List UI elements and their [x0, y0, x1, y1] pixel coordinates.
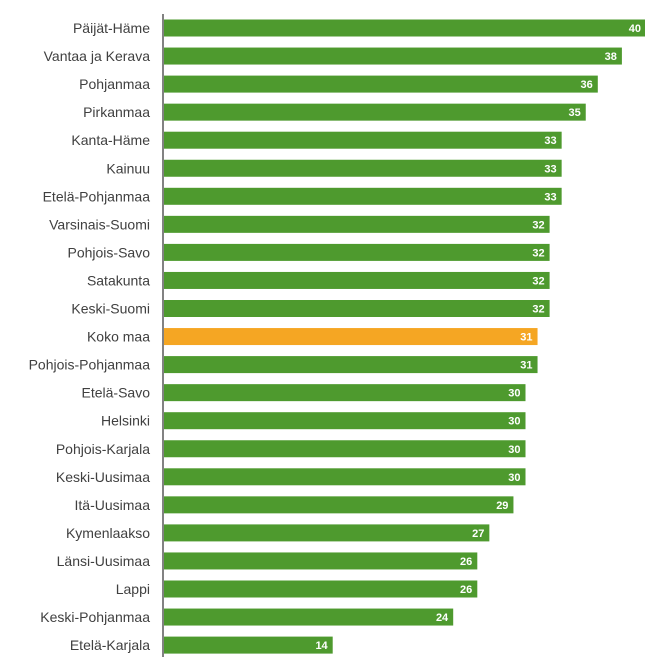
value-label: 33: [544, 191, 556, 203]
category-label: Pohjois-Karjala: [56, 441, 150, 457]
value-labels-group: 40 38 36 35 33 33 33 32 32 32 32 31 31 30 30 30 30 29 27 26…: [315, 23, 641, 652]
category-label: Päijät-Häme: [73, 20, 150, 36]
bars-group: [164, 19, 645, 654]
value-label: 36: [581, 79, 593, 91]
value-label: 29: [496, 500, 508, 512]
bar-itä-uusimaa: [164, 496, 514, 514]
category-label: Kymenlaakso: [66, 525, 150, 541]
bar-etelä-savo: [164, 384, 526, 402]
value-label: 30: [508, 388, 520, 400]
value-label: 40: [629, 23, 641, 35]
category-label: Keski-Pohjanmaa: [40, 609, 150, 625]
category-label: Keski-Uusimaa: [56, 469, 150, 485]
bar-satakunta: [164, 271, 550, 289]
bar-pohjanmaa: [164, 75, 598, 93]
category-label: Pirkanmaa: [83, 104, 150, 120]
value-label: 26: [460, 584, 472, 596]
category-label: Helsinki: [101, 413, 150, 429]
value-label: 26: [460, 556, 472, 568]
category-label: Etelä-Savo: [82, 385, 151, 401]
bar-kainuu: [164, 159, 562, 177]
bar-keski-suomi: [164, 300, 550, 317]
bar-pirkanmaa: [164, 103, 586, 121]
bar-länsi-uusimaa: [164, 552, 478, 570]
bar-helsinki: [164, 412, 526, 430]
value-label: 30: [508, 416, 520, 428]
value-label: 27: [472, 528, 484, 540]
bar-keski-uusimaa: [164, 468, 526, 486]
category-label: Länsi-Uusimaa: [57, 553, 151, 569]
value-label: 32: [532, 304, 544, 316]
category-labels-group: Päijät-Häme Vantaa ja Kerava Pohjanmaa Pirk…: [29, 20, 151, 653]
category-label: Satakunta: [87, 272, 150, 288]
bar-etelä-karjala: [164, 636, 333, 654]
value-label: 38: [605, 51, 617, 63]
bar-kanta-häme: [164, 131, 562, 149]
bar-lappi: [164, 580, 478, 598]
value-label: 30: [508, 444, 520, 456]
bar-pohjois-pohjanmaa: [164, 356, 538, 374]
value-label: 31: [520, 360, 532, 372]
bar-koko-maa: [164, 328, 538, 346]
category-label: Koko maa: [87, 329, 150, 345]
bar-varsinais-suomi: [164, 215, 550, 233]
category-label: Lappi: [116, 581, 150, 597]
category-label: Kainuu: [106, 160, 150, 176]
category-label: Etelä-Karjala: [70, 637, 150, 653]
category-label: Varsinais-Suomi: [49, 216, 150, 232]
category-label: Vantaa ja Kerava: [44, 48, 151, 64]
category-label: Pohjois-Pohjanmaa: [29, 357, 151, 373]
value-label: 32: [532, 275, 544, 287]
category-label: Itä-Uusimaa: [75, 497, 151, 513]
value-label: 35: [569, 107, 581, 119]
bar-pohjois-savo: [164, 243, 550, 261]
value-label: 14: [315, 640, 328, 652]
bar-päijät-häme: [164, 19, 645, 37]
category-label: Kanta-Häme: [71, 132, 150, 148]
value-label: 24: [436, 612, 449, 624]
value-label: 31: [520, 332, 532, 344]
category-label: Etelä-Pohjanmaa: [43, 188, 151, 204]
value-label: 33: [544, 135, 556, 147]
bar-kymenlaakso: [164, 524, 490, 542]
category-label: Pohjanmaa: [79, 76, 150, 92]
bar-keski-pohjanmaa: [164, 608, 454, 626]
bar-pohjois-karjala: [164, 440, 526, 458]
value-label: 32: [532, 219, 544, 231]
category-label: Keski-Suomi: [71, 301, 150, 317]
bar-etelä-pohjanmaa: [164, 187, 562, 205]
bar-vantaa-ja-kerava: [164, 47, 622, 65]
category-label: Pohjois-Savo: [68, 244, 151, 260]
value-label: 33: [544, 163, 556, 175]
value-label: 32: [532, 247, 544, 259]
value-label: 30: [508, 472, 520, 484]
